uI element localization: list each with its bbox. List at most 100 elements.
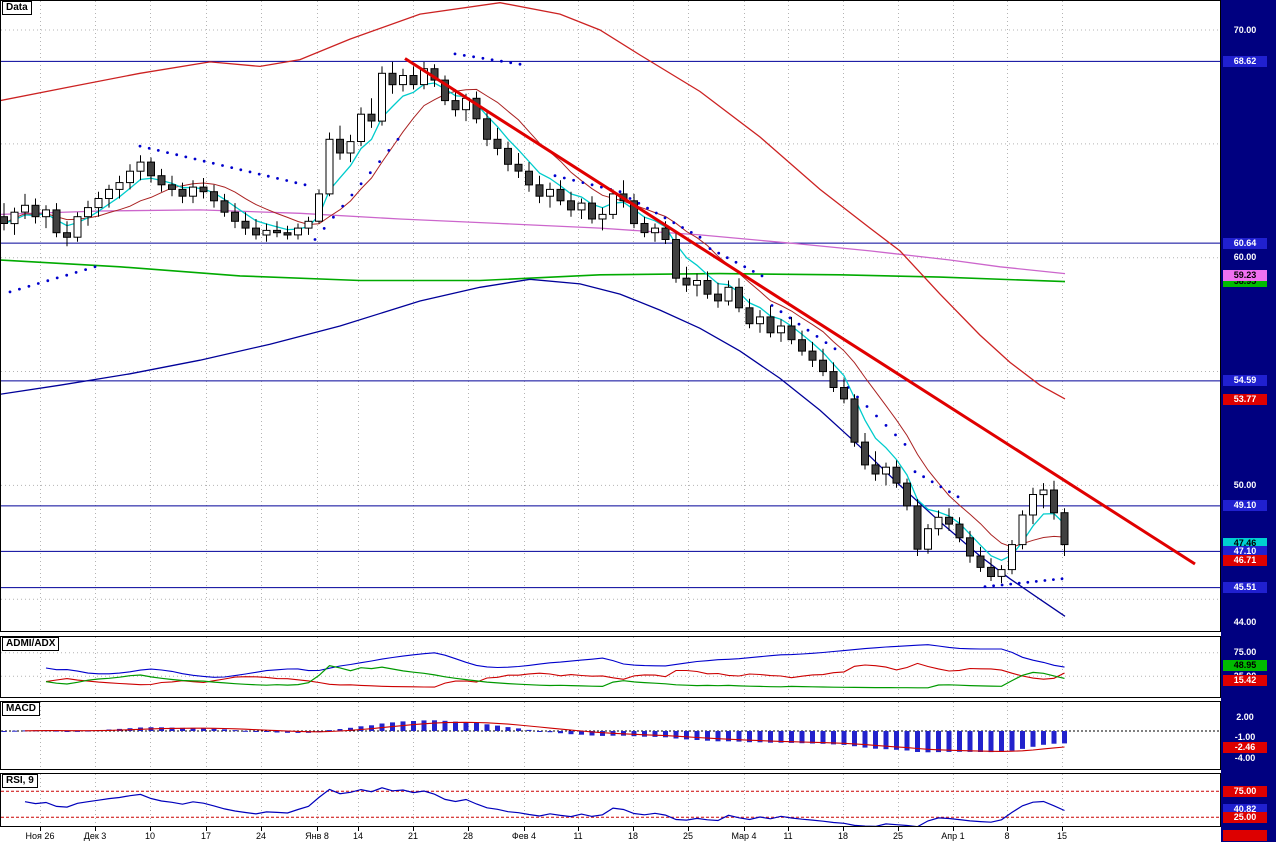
sar-dot <box>387 149 391 152</box>
macd-histogram-bar <box>1009 731 1015 751</box>
panel-title-rsi[interactable]: RSI, 9 <box>2 774 38 788</box>
axis-value-chip: 60.64 <box>1223 237 1267 249</box>
panel-title-data[interactable]: Data <box>2 1 32 15</box>
sar-dot <box>1000 583 1004 587</box>
sar-dot <box>562 176 566 180</box>
candle-body <box>913 505 922 550</box>
candle-body <box>577 202 586 211</box>
sar-dot <box>378 160 381 164</box>
candle-body <box>682 277 691 286</box>
candle-body <box>73 216 82 238</box>
sar-dot <box>46 279 50 283</box>
green-ma-line <box>1 259 1066 283</box>
macd-histogram-bar <box>12 730 17 732</box>
macd-histogram-bar <box>978 731 983 752</box>
sar-dot <box>856 395 859 399</box>
macd-histogram-bar <box>726 731 731 742</box>
axis-value-chip: 59.23 <box>1223 269 1267 281</box>
macd-histogram-bar <box>400 721 406 731</box>
candle-body <box>829 371 838 389</box>
sar-dot <box>833 347 837 351</box>
axis-tick-label: -4.00 <box>1234 752 1256 763</box>
candle-body <box>1039 489 1048 496</box>
macd-histogram-bar <box>453 721 458 731</box>
macd-histogram-bar <box>589 731 595 736</box>
sar-dot <box>65 273 69 277</box>
candle-body <box>388 72 397 86</box>
minus-di-line <box>45 662 1065 688</box>
sar-dot <box>956 495 960 499</box>
sar-dot <box>285 179 289 182</box>
sar-dot <box>913 470 917 474</box>
macd-histogram-bar <box>957 731 962 752</box>
candle-body <box>1050 489 1058 514</box>
candle-body <box>493 138 502 149</box>
candle-body <box>1060 512 1069 546</box>
sar-dot <box>1026 580 1030 584</box>
sar-dot <box>266 174 270 178</box>
macd-histogram-bar <box>421 720 427 731</box>
sar-dot <box>618 190 622 194</box>
candle-body <box>861 441 869 466</box>
trend-line[interactable] <box>404 57 1196 566</box>
macd-histogram-bar <box>484 724 490 731</box>
candle-body <box>703 280 712 295</box>
candle-body <box>273 229 281 234</box>
macd-histogram-bar <box>285 731 290 733</box>
sar-dot <box>922 475 925 479</box>
sar-dot <box>983 585 987 589</box>
panel-main <box>0 0 1221 632</box>
sar-dot <box>8 290 12 294</box>
macd-histogram-bar <box>925 731 931 753</box>
candle-body <box>115 182 124 190</box>
macd-histogram-bar <box>999 731 1004 752</box>
sar-dot <box>221 164 224 167</box>
macd-histogram-bar <box>631 731 637 737</box>
macd-histogram-bar <box>358 726 364 731</box>
sar-dot <box>27 284 31 288</box>
candle-body <box>892 466 901 484</box>
candle-body <box>525 170 533 186</box>
axis-tick-label: 75.00 <box>1233 647 1257 658</box>
macd-histogram-bar <box>673 731 679 739</box>
sar-dot <box>689 231 693 234</box>
sar-dot <box>590 183 594 187</box>
macd-histogram-bar <box>831 731 836 745</box>
candle-body <box>903 482 911 507</box>
candle-body <box>451 100 460 111</box>
macd-histogram-bar <box>432 720 437 731</box>
candle-body <box>31 204 40 218</box>
candle-body <box>346 141 355 154</box>
panel-title-macd[interactable]: MACD <box>2 702 40 716</box>
sar-dot <box>332 215 335 219</box>
candle-body <box>546 188 554 197</box>
sar-dot <box>572 178 575 182</box>
candle-body <box>168 184 176 190</box>
axis-tick-label: 44.00 <box>1233 616 1257 627</box>
macd-histogram-bar <box>516 728 521 731</box>
sar-dot <box>1034 580 1038 583</box>
candle-body <box>367 113 376 122</box>
sar-dot <box>824 341 828 344</box>
lower-band-line <box>1 278 1066 617</box>
macd-histogram-bar <box>327 730 332 732</box>
candle-body <box>514 163 523 172</box>
sar-dot <box>553 174 557 178</box>
sar-dot <box>211 161 215 165</box>
fast-ema-line <box>3 82 1065 562</box>
macd-histogram-bar <box>936 731 941 753</box>
sar-dot <box>992 584 995 588</box>
candle-body <box>630 200 638 225</box>
macd-histogram-bar <box>348 727 353 731</box>
sar-dot <box>93 265 97 269</box>
sar-dot <box>55 276 59 280</box>
macd-histogram-bar <box>715 731 721 742</box>
sar-dot <box>74 271 78 274</box>
axis-value-chip: 40.82 <box>1223 803 1267 815</box>
macd-histogram-bar <box>201 728 206 731</box>
sar-dot <box>462 54 466 57</box>
sar-dot <box>708 247 712 251</box>
sar-dot <box>239 168 243 172</box>
panel-title-admi-adx[interactable]: ADMI/ADX <box>2 637 60 651</box>
